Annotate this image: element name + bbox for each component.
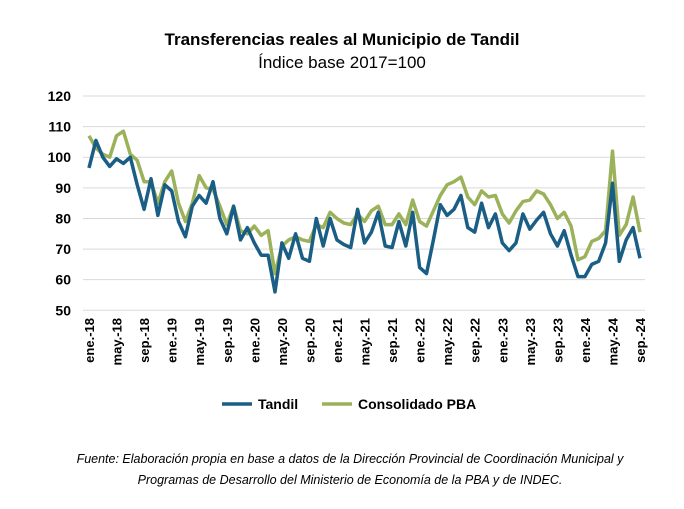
series-line-tandil — [87, 138, 642, 294]
series-line-consolidado-pba — [87, 129, 642, 276]
y-tick-label: 80 — [55, 210, 71, 226]
legend-label: Tandil — [258, 396, 298, 412]
x-tick-label: ene.-22 — [413, 318, 428, 363]
x-tick-label: may.-20 — [275, 318, 290, 365]
y-tick-label: 70 — [55, 241, 71, 257]
x-tick-label: ene.-24 — [578, 317, 593, 363]
y-tick-label: 60 — [55, 272, 71, 288]
y-tick-label: 110 — [48, 119, 71, 135]
y-tick-label: 90 — [55, 180, 71, 196]
y-tick-label: 100 — [48, 149, 72, 165]
x-tick-label: sep.-18 — [137, 318, 152, 363]
x-tick-label: ene.-18 — [82, 318, 97, 363]
x-tick-label: ene.-20 — [247, 318, 262, 363]
y-tick-label: 50 — [55, 302, 71, 318]
y-tick-label: 120 — [48, 88, 72, 104]
x-tick-label: sep.-22 — [468, 318, 483, 363]
x-tick-label: ene.-21 — [330, 318, 345, 363]
chart-subtitle: Índice base 2017=100 — [258, 53, 426, 72]
x-tick-label: may.-22 — [440, 318, 455, 365]
footnote-line-1: Fuente: Elaboración propia en base a dat… — [76, 452, 624, 466]
x-tick-label: may.-19 — [192, 318, 207, 365]
x-tick-label: may.-23 — [523, 318, 538, 365]
x-tick-label: sep.-24 — [633, 317, 648, 363]
chart-title: Transferencias reales al Municipio de Ta… — [164, 30, 520, 49]
x-tick-label: ene.-19 — [165, 318, 180, 363]
x-tick-label: sep.-23 — [550, 318, 565, 363]
x-tick-label: sep.-20 — [302, 318, 317, 363]
legend-label: Consolidado PBA — [358, 396, 476, 412]
x-tick-label: may.-18 — [110, 318, 125, 365]
x-tick-label: ene.-23 — [495, 318, 510, 363]
footnote-line-2: Programas de Desarrollo del Ministerio d… — [137, 473, 563, 487]
x-tick-label: sep.-19 — [220, 318, 235, 363]
x-tick-label: sep.-21 — [385, 318, 400, 363]
x-tick-label: may.-24 — [605, 317, 620, 365]
x-tick-label: may.-21 — [358, 318, 373, 365]
